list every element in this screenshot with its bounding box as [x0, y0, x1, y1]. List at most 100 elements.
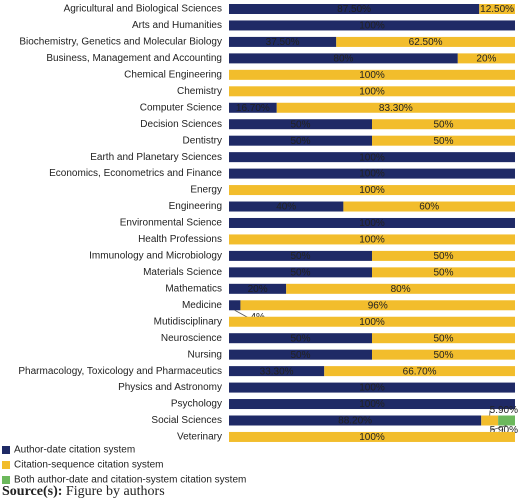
value-label: 50% — [290, 119, 310, 130]
y-tick-label: Chemistry — [177, 86, 222, 97]
y-tick-label: Mutidisciplinary — [154, 316, 222, 327]
bar-segment — [229, 333, 372, 344]
value-label: 100% — [359, 70, 385, 81]
bar-segment — [286, 283, 515, 294]
bar-segment — [229, 366, 325, 377]
y-tick-label: Engineering — [169, 201, 222, 212]
value-label: 16.70% — [236, 103, 270, 114]
bar-segment — [276, 102, 515, 113]
y-tick-label: Pharmacology, Toxicology and Pharmaceuti… — [18, 366, 222, 377]
bar-segment — [229, 250, 372, 261]
value-label: 80% — [333, 54, 353, 65]
value-label: 100% — [359, 185, 385, 196]
value-label: 83.30% — [379, 103, 413, 114]
value-label: 50% — [433, 251, 453, 262]
y-tick-label: Agricultural and Biological Sciences — [64, 4, 222, 15]
bar-segment — [372, 250, 515, 261]
bar-segment — [457, 53, 515, 64]
y-tick-label: Physics and Astronomy — [118, 382, 222, 393]
y-tick-label: Nursing — [188, 349, 222, 360]
bar-segment — [229, 399, 515, 410]
bar-segment — [229, 431, 515, 442]
y-tick-label: Neuroscience — [161, 333, 223, 344]
bar-segment — [229, 415, 482, 426]
value-label: 100% — [359, 432, 385, 443]
bar-segment — [229, 86, 515, 97]
leader-line — [234, 309, 248, 318]
y-tick-label: Medicine — [182, 300, 222, 311]
bar-segment — [229, 152, 515, 163]
value-label: 40% — [276, 202, 296, 213]
value-label: 88.20% — [338, 416, 372, 427]
legend-label: Both author-date and citation-system cit… — [14, 475, 246, 486]
bar-segment — [240, 300, 515, 311]
y-tick-label: Arts and Humanities — [132, 20, 222, 31]
bar-segment — [229, 135, 372, 146]
value-label: 66.70% — [403, 366, 437, 377]
value-label: 20% — [476, 54, 496, 65]
bar-segment — [372, 349, 515, 360]
bar-segment — [229, 185, 515, 196]
bar-segment — [229, 53, 458, 64]
value-label: 50% — [433, 333, 453, 344]
y-tick-label: Energy — [190, 185, 222, 196]
value-label: 50% — [290, 333, 310, 344]
value-label: 100% — [359, 218, 385, 229]
bar-segment — [229, 168, 515, 179]
bar-segment — [324, 366, 515, 377]
bar-segment — [498, 415, 515, 426]
source: Source(s): Figure by authors — [2, 484, 165, 499]
value-label: 100% — [359, 235, 385, 246]
y-tick-label: Business, Management and Accounting — [46, 53, 222, 64]
y-tick-label: Mathematics — [165, 283, 222, 294]
bar-segment — [229, 102, 277, 113]
y-tick-label: Environmental Science — [120, 218, 223, 229]
y-tick-label: Chemical Engineering — [124, 69, 222, 80]
source-label: Source(s): — [2, 484, 62, 499]
value-label: 37.50% — [266, 37, 300, 48]
bar-segment — [479, 4, 515, 14]
value-label: 80% — [391, 284, 411, 295]
value-label: 100% — [359, 152, 385, 163]
bar-segment — [229, 119, 372, 130]
value-label: 50% — [433, 136, 453, 147]
value-label: 100% — [359, 21, 385, 32]
bar-segment — [229, 382, 515, 393]
y-tick-label: Decision Sciences — [140, 119, 222, 130]
legend-label: Author-date citation system — [14, 445, 135, 456]
value-label: 62.50% — [409, 37, 443, 48]
value-label: 33.30% — [260, 366, 294, 377]
value-label: 50% — [290, 251, 310, 262]
y-tick-label: Psychology — [171, 399, 222, 410]
legend-swatch — [2, 461, 10, 469]
bar-segment — [229, 69, 515, 80]
y-tick-label: Health Professions — [138, 234, 222, 245]
bar-segment — [229, 267, 372, 278]
y-tick-label: Biochemistry, Genetics and Molecular Bio… — [19, 37, 222, 48]
bar-segment — [229, 20, 515, 31]
value-label: 60% — [419, 202, 439, 213]
value-label: 12.50% — [480, 4, 514, 15]
legend-swatch — [2, 476, 10, 484]
bar-segment — [229, 4, 480, 14]
value-label: 100% — [359, 399, 385, 410]
value-label: 50% — [290, 350, 310, 361]
bar-segment — [372, 135, 515, 146]
legend-label: Citation-sequence citation system — [14, 460, 164, 471]
value-label: 50% — [433, 119, 453, 130]
value-label: 96% — [368, 300, 388, 311]
y-tick-label: Immunology and Microbiology — [89, 251, 222, 262]
bar-segment — [229, 201, 344, 212]
value-label: 50% — [290, 136, 310, 147]
value-label: 50% — [290, 268, 310, 279]
bar-segment — [372, 333, 515, 344]
y-tick-label: Materials Science — [143, 267, 222, 278]
bar-segment — [372, 119, 515, 130]
source-text: Figure by authors — [66, 484, 165, 499]
value-label: 100% — [359, 169, 385, 180]
value-label: 100% — [359, 317, 385, 328]
y-tick-label: Earth and Planetary Sciences — [90, 152, 222, 163]
bar-segment — [343, 201, 515, 212]
bar-segment — [229, 217, 515, 228]
